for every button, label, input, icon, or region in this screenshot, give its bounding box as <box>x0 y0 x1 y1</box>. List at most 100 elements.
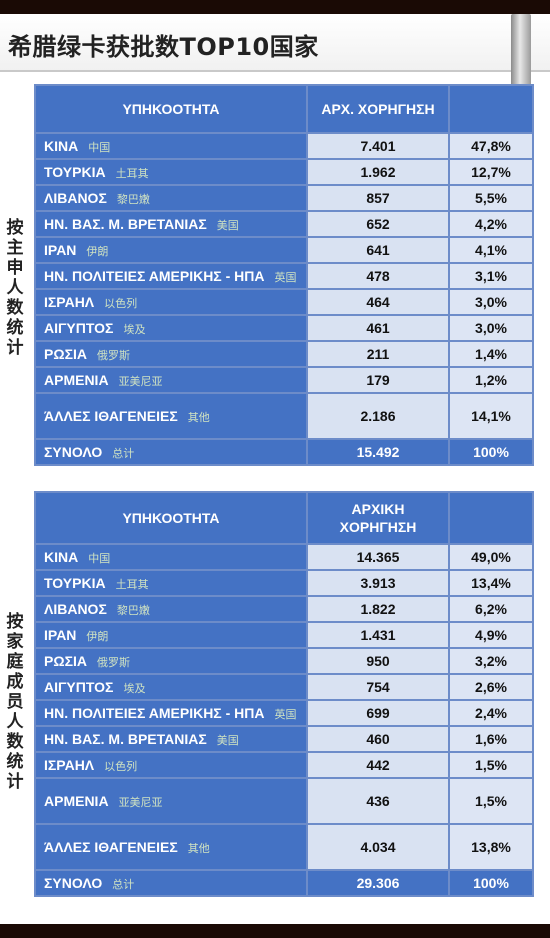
country-name-zh: 以色列 <box>104 759 138 773</box>
country-name-zh: 俄罗斯 <box>96 655 130 669</box>
country-name: ΛΙΒΑΝΟΣ <box>44 189 107 206</box>
percent-cell: 3,2% <box>450 649 532 673</box>
country-cell: ΆΛΛΕΣ ΙΘΑΓΕΝΕΙΕΣ 其他 <box>36 394 306 438</box>
country-name: ΣΥΝΟΛΟ <box>44 443 103 460</box>
country-cell: ΙΡΑΝ 伊朗 <box>36 623 306 647</box>
country-cell: ΗΝ. ΠΟΛΙΤΕΙΕΣ ΑΜΕΡΙΚΗΣ - ΗΠΑ 英国 <box>36 264 306 288</box>
table-by-family-member: ΥΠΗΚΟΟΤΗΤΑ ΑΡΧΙΚΗ ΧΟΡΗΓΗΣΗ ΚΙΝΑ 中国 14.365 4… <box>34 491 534 897</box>
percent-cell: 4,1% <box>450 238 532 262</box>
value-cell: 1.822 <box>308 597 448 621</box>
percent-cell: 4,9% <box>450 623 532 647</box>
percent-cell: 6,2% <box>450 597 532 621</box>
country-name-zh: 以色列 <box>104 296 138 310</box>
header-value-line1: ΑΡΧΙΚΗ <box>351 501 405 517</box>
total-row: ΣΥΝΟΛΟ 总计 15.492 100% <box>36 440 532 464</box>
percent-cell: 3,0% <box>450 290 532 314</box>
country-name-zh: 中国 <box>88 140 111 154</box>
country-cell: ΆΛΛΕΣ ΙΘΑΓΕΝΕΙΕΣ 其他 <box>36 825 306 869</box>
value-cell: 1.431 <box>308 623 448 647</box>
value-cell: 4.034 <box>308 825 448 869</box>
side-label-char: 庭 <box>6 652 24 672</box>
side-label-char: 家 <box>6 632 24 652</box>
country-name-zh: 美国 <box>216 218 239 232</box>
country-name: ΑΡΜΕΝΙΑ <box>44 792 109 809</box>
value-cell: 1.962 <box>308 160 448 184</box>
country-cell: ΑΡΜΕΝΙΑ 亚美尼亚 <box>36 779 306 823</box>
percent-cell: 49,0% <box>450 545 532 569</box>
table-row: ΗΝ. ΒΑΣ. Μ. ΒΡΕΤΑΝΙΑΣ 美国 652 4,2% <box>36 212 532 236</box>
header-value: ΑΡΧ. ΧΟΡΗΓΗΣΗ <box>308 86 448 132</box>
country-name-zh: 总计 <box>112 877 135 891</box>
country-cell: ΛΙΒΑΝΟΣ 黎巴嫩 <box>36 186 306 210</box>
country-cell: ΣΥΝΟΛΟ 总计 <box>36 440 306 464</box>
country-name: ΛΙΒΑΝΟΣ <box>44 600 107 617</box>
table-row: ΑΙΓΥΠΤΟΣ 埃及 754 2,6% <box>36 675 532 699</box>
value-cell: 15.492 <box>308 440 448 464</box>
country-name-zh: 埃及 <box>123 322 146 336</box>
percent-cell: 3,1% <box>450 264 532 288</box>
header-country: ΥΠΗΚΟΟΤΗΤΑ <box>36 493 306 543</box>
country-name: ΣΥΝΟΛΟ <box>44 874 103 891</box>
country-cell: ΤΟΥΡΚΙΑ 土耳其 <box>36 160 306 184</box>
country-name-zh: 美国 <box>216 733 239 747</box>
side-label-char: 人 <box>6 278 24 298</box>
country-name: ΗΝ. ΒΑΣ. Μ. ΒΡΕΤΑΝΙΑΣ <box>44 215 207 232</box>
table-header-row: ΥΠΗΚΟΟΤΗΤΑ ΑΡΧ. ΧΟΡΗΓΗΣΗ <box>36 86 532 132</box>
table-row: ΙΡΑΝ 伊朗 641 4,1% <box>36 238 532 262</box>
country-cell: ΤΟΥΡΚΙΑ 土耳其 <box>36 571 306 595</box>
value-cell: 641 <box>308 238 448 262</box>
country-cell: ΚΙΝΑ 中国 <box>36 134 306 158</box>
value-cell: 478 <box>308 264 448 288</box>
header-pct <box>450 493 532 543</box>
country-name: ΑΙΓΥΠΤΟΣ <box>44 678 114 695</box>
country-name: ΙΣΡΑΗΛ <box>44 756 95 773</box>
country-name-zh: 埃及 <box>123 681 146 695</box>
country-cell: ΣΥΝΟΛΟ 总计 <box>36 871 306 895</box>
country-cell: ΡΩΣΙΑ 俄罗斯 <box>36 649 306 673</box>
country-name-zh: 总计 <box>112 446 135 460</box>
percent-cell: 1,4% <box>450 342 532 366</box>
value-cell: 950 <box>308 649 448 673</box>
percent-cell: 13,8% <box>450 825 532 869</box>
country-name: ΤΟΥΡΚΙΑ <box>44 574 106 591</box>
value-cell: 442 <box>308 753 448 777</box>
section1-side-label: 按主申人数统计 <box>2 218 28 358</box>
table-row: ΙΣΡΑΗΛ 以色列 464 3,0% <box>36 290 532 314</box>
country-name: ΙΡΑΝ <box>44 626 77 643</box>
country-name: ΑΡΜΕΝΙΑ <box>44 371 109 388</box>
country-name-zh: 伊朗 <box>86 629 109 643</box>
side-label-char: 数 <box>6 298 24 318</box>
country-name: ΑΙΓΥΠΤΟΣ <box>44 319 114 336</box>
country-name: ΡΩΣΙΑ <box>44 345 87 362</box>
percent-cell: 2,4% <box>450 701 532 725</box>
value-cell: 857 <box>308 186 448 210</box>
percent-cell: 14,1% <box>450 394 532 438</box>
country-cell: ΙΣΡΑΗΛ 以色列 <box>36 753 306 777</box>
side-label-char: 人 <box>6 712 24 732</box>
country-name-zh: 英国 <box>274 270 297 284</box>
percent-cell: 12,7% <box>450 160 532 184</box>
percent-cell: 5,5% <box>450 186 532 210</box>
country-cell: ΚΙΝΑ 中国 <box>36 545 306 569</box>
top-border <box>0 0 550 14</box>
country-cell: ΑΙΓΥΠΤΟΣ 埃及 <box>36 675 306 699</box>
value-cell: 3.913 <box>308 571 448 595</box>
percent-cell: 1,5% <box>450 779 532 823</box>
country-cell: ΙΣΡΑΗΛ 以色列 <box>36 290 306 314</box>
country-name-zh: 亚美尼亚 <box>118 795 163 809</box>
side-label-char: 员 <box>6 692 24 712</box>
table-row: ΑΙΓΥΠΤΟΣ 埃及 461 3,0% <box>36 316 532 340</box>
section2-side-label: 按家庭成员人数统计 <box>2 612 28 792</box>
country-name: ΆΛΛΕΣ ΙΘΑΓΕΝΕΙΕΣ <box>44 407 178 424</box>
side-label-char: 成 <box>6 672 24 692</box>
percent-cell: 47,8% <box>450 134 532 158</box>
value-cell: 699 <box>308 701 448 725</box>
country-cell: ΗΝ. ΒΑΣ. Μ. ΒΡΕΤΑΝΙΑΣ 美国 <box>36 212 306 236</box>
table-row: ΑΡΜΕΝΙΑ 亚美尼亚 436 1,5% <box>36 779 532 823</box>
country-name-zh: 其他 <box>187 410 210 424</box>
percent-cell: 3,0% <box>450 316 532 340</box>
side-label-char: 按 <box>6 612 24 632</box>
side-label-char: 计 <box>6 772 24 792</box>
country-name: ΙΡΑΝ <box>44 241 77 258</box>
value-cell: 754 <box>308 675 448 699</box>
